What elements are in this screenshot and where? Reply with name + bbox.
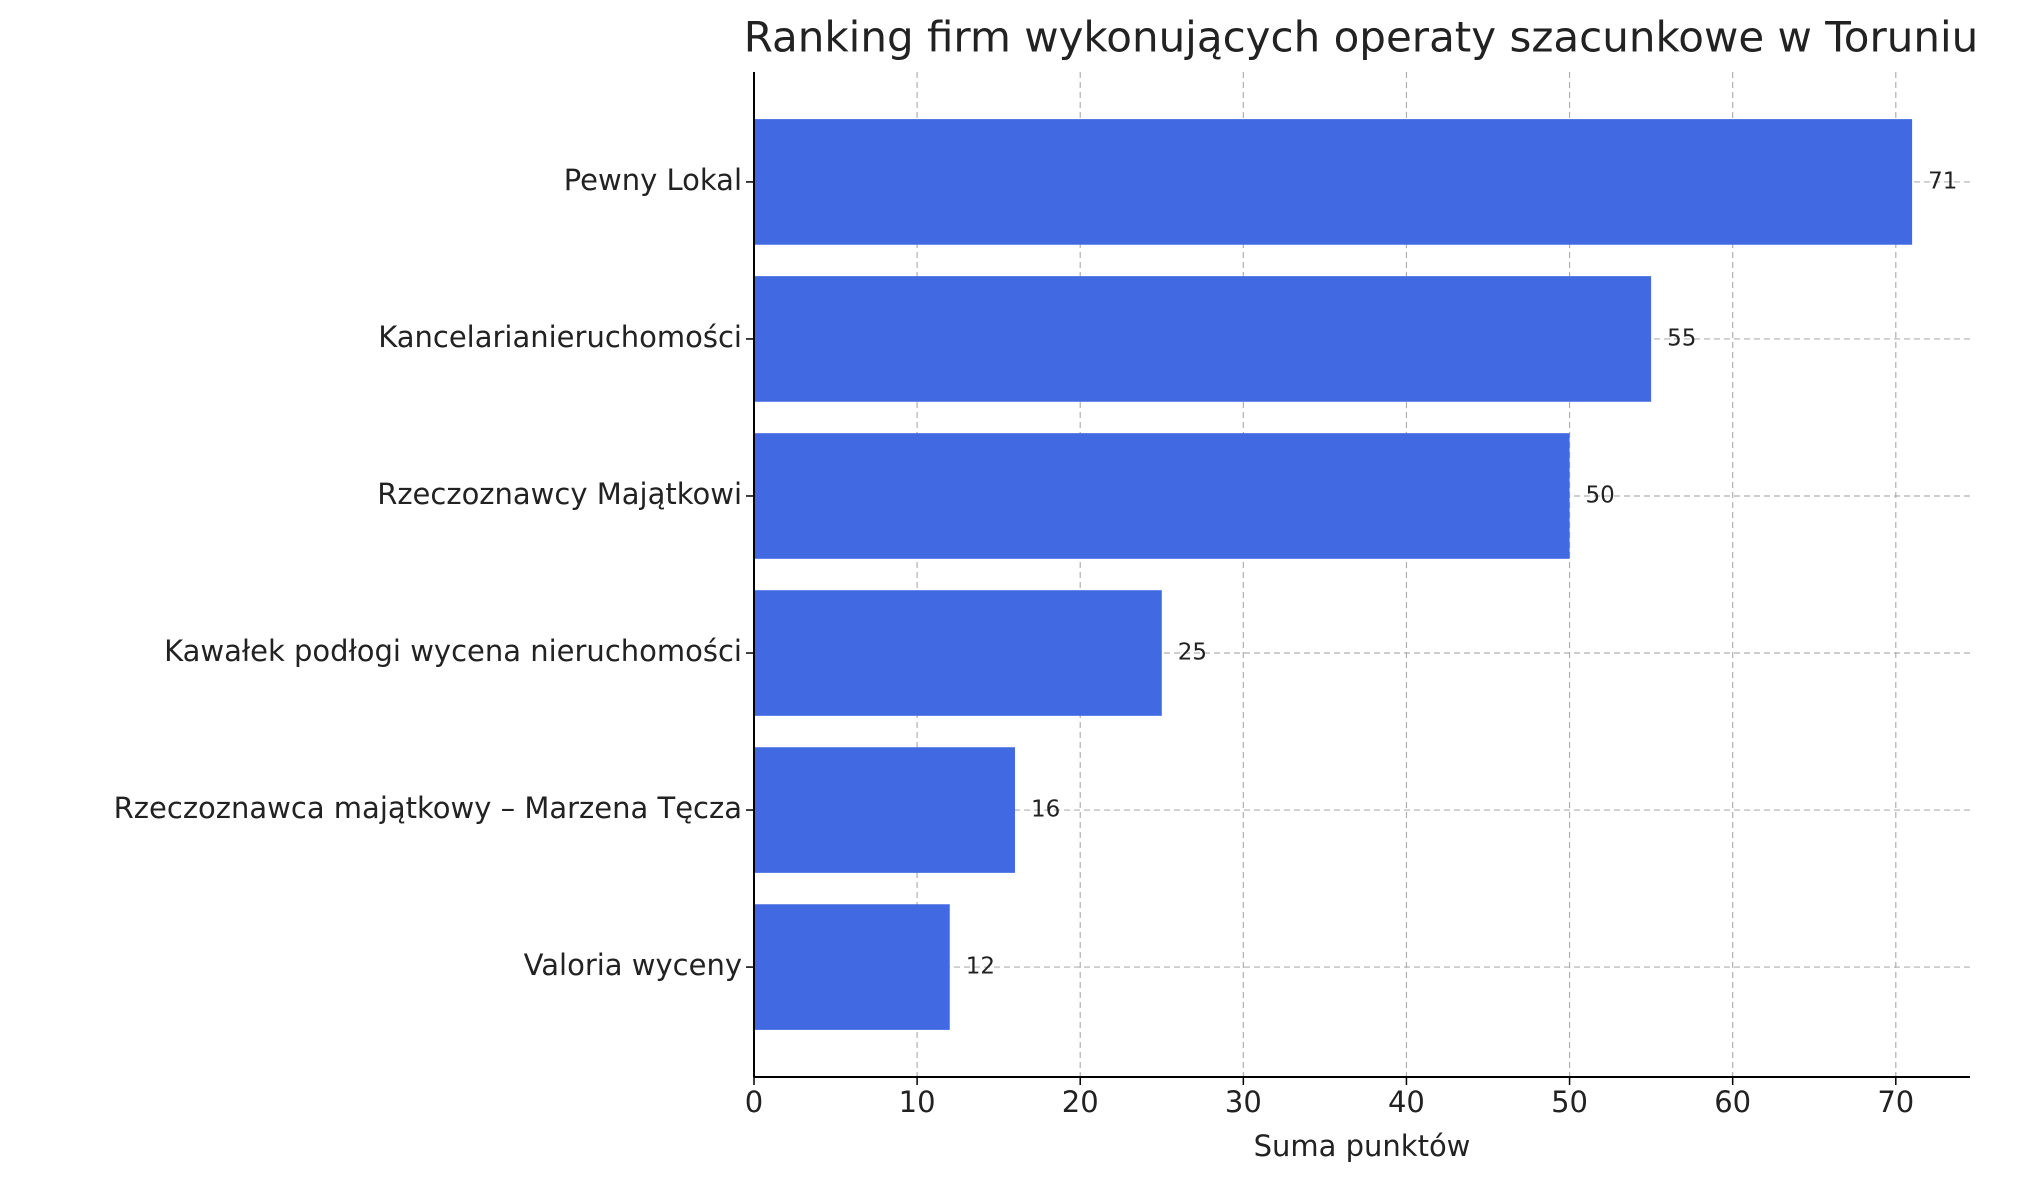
bar	[754, 904, 950, 1030]
bar	[754, 747, 1015, 873]
x-tick-label: 50	[1551, 1085, 1588, 1119]
y-tick-label: Pewny Lokal	[564, 163, 742, 197]
value-label: 25	[1178, 640, 1207, 666]
value-label: 55	[1667, 325, 1696, 351]
y-tick-label: Rzeczoznawcy Majątkowi	[377, 477, 742, 511]
x-tick-label: 30	[1225, 1085, 1262, 1119]
y-tick-label: Kawałek podłogi wycena nieruchomości	[164, 634, 742, 668]
y-tick-label: Valoria wyceny	[524, 948, 742, 982]
bar	[754, 119, 1913, 245]
bar	[754, 433, 1570, 559]
x-tick-label: 0	[745, 1085, 763, 1119]
value-label: 71	[1928, 168, 1957, 194]
x-axis-label: Suma punktów	[1254, 1129, 1471, 1163]
bar	[754, 590, 1162, 716]
x-tick-label: 10	[899, 1085, 936, 1119]
x-tick-label: 60	[1714, 1085, 1751, 1119]
value-label: 12	[966, 954, 995, 980]
value-label: 16	[1031, 797, 1060, 823]
value-label: 50	[1586, 482, 1615, 508]
chart-title: Ranking firm wykonujących operaty szacun…	[744, 13, 1979, 62]
y-tick-label: Rzeczoznawca majątkowy – Marzena Tęcza	[114, 791, 742, 825]
x-tick-label: 70	[1877, 1085, 1914, 1119]
y-tick-label: Kancelarianieruchomości	[378, 320, 742, 354]
bar	[754, 276, 1652, 402]
x-tick-label: 20	[1062, 1085, 1099, 1119]
x-tick-label: 40	[1388, 1085, 1425, 1119]
